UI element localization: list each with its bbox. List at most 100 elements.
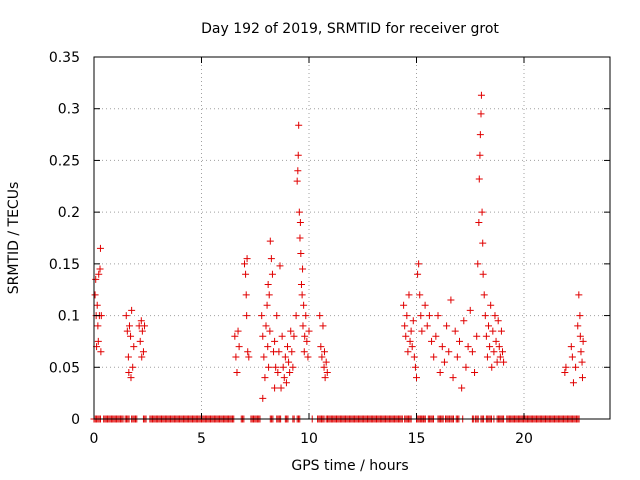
data-point [289, 363, 297, 371]
y-tick-labels: 0 0.05 0.1 0.15 0.2 0.25 0.3 0.35 [49, 50, 80, 428]
data-point [276, 262, 284, 270]
data-point [93, 301, 101, 309]
data-point [404, 348, 412, 356]
data-point [568, 353, 576, 361]
x-axis-label: GPS time / hours [291, 458, 408, 474]
data-point [138, 327, 146, 335]
data-point [321, 374, 329, 382]
data-point [264, 343, 272, 351]
data-point [436, 368, 444, 376]
data-point [415, 260, 423, 268]
data-point [303, 337, 311, 345]
data-point [259, 394, 267, 402]
y-tick-label: 0 [71, 412, 80, 428]
data-point [297, 250, 305, 258]
data-point [268, 270, 276, 278]
data-point [282, 379, 290, 387]
data-point [562, 363, 570, 371]
data-point [258, 312, 266, 320]
data-point [281, 353, 289, 361]
data-point [569, 379, 577, 387]
data-point [473, 332, 481, 340]
data-point [304, 353, 312, 361]
data-points [90, 91, 587, 423]
data-point [293, 177, 301, 185]
data-point [94, 337, 102, 345]
data-point [478, 208, 486, 216]
y-tick-label: 0.05 [49, 360, 80, 376]
data-point [262, 322, 270, 330]
data-point [278, 332, 286, 340]
y-tick-label: 0.15 [49, 257, 80, 273]
data-point [458, 384, 466, 392]
data-point [407, 327, 415, 335]
data-point [496, 353, 504, 361]
data-point [271, 337, 279, 345]
data-point [259, 332, 267, 340]
data-point [317, 343, 325, 351]
data-point [271, 384, 279, 392]
data-point [263, 301, 271, 309]
data-point [491, 312, 499, 320]
data-point [285, 358, 293, 366]
data-point [434, 312, 442, 320]
data-point [245, 353, 253, 361]
data-point [274, 368, 282, 376]
data-point [409, 317, 417, 325]
x-tick-label: 15 [408, 431, 426, 447]
data-point [320, 363, 328, 371]
data-point [493, 358, 501, 366]
grid-lines [94, 57, 610, 419]
data-point [316, 312, 324, 320]
data-point [453, 353, 461, 361]
plot-frame [93, 56, 611, 420]
x-tick-label: 0 [90, 431, 99, 447]
data-point [411, 363, 419, 371]
data-point [575, 291, 583, 299]
data-point [430, 353, 438, 361]
data-point [464, 343, 472, 351]
data-point [242, 270, 250, 278]
data-point [456, 337, 463, 345]
data-point [305, 327, 313, 335]
data-point [474, 260, 482, 268]
data-point [500, 358, 508, 366]
data-point [232, 353, 240, 361]
data-point [476, 151, 484, 159]
data-point [447, 296, 455, 304]
data-point [479, 239, 487, 247]
data-point [141, 322, 149, 330]
data-point [322, 358, 330, 366]
data-point [320, 348, 328, 356]
data-point [294, 167, 302, 175]
data-point [96, 244, 104, 252]
y-axis-label: SRMTID / TECUs [6, 182, 22, 295]
data-point [92, 275, 100, 283]
data-point [487, 301, 495, 309]
data-point [264, 281, 272, 289]
data-point [576, 332, 584, 340]
data-point [137, 317, 145, 325]
data-point [489, 327, 497, 335]
y-tick-label: 0.35 [49, 50, 80, 66]
data-point [242, 291, 250, 299]
data-point [280, 374, 288, 382]
data-point [480, 291, 488, 299]
data-point [481, 312, 489, 320]
y-tick-label: 0.1 [58, 309, 80, 325]
data-point [244, 348, 252, 356]
data-point [265, 291, 273, 299]
data-point [125, 322, 133, 330]
data-point [241, 260, 248, 268]
data-point [302, 312, 310, 320]
data-point [275, 348, 283, 356]
chart-title: Day 192 of 2019, SRMTID for receiver gro… [201, 21, 499, 37]
data-point [130, 343, 138, 351]
data-point [485, 322, 493, 330]
data-point [497, 327, 505, 335]
data-point [272, 363, 280, 371]
data-point [471, 368, 479, 376]
data-point [579, 337, 587, 345]
data-point [265, 363, 273, 371]
